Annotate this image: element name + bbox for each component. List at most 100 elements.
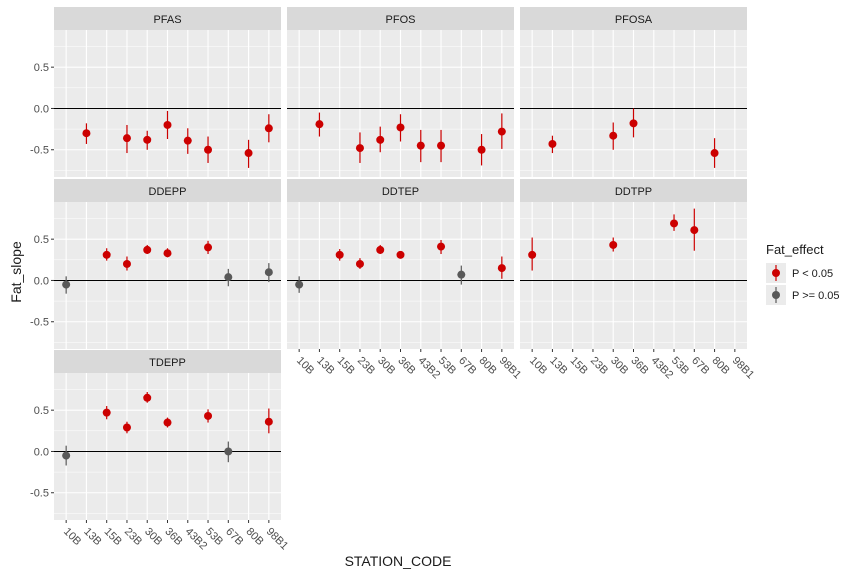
data-point-ddtep-30b	[376, 244, 385, 255]
x-tick-label: 43B2	[183, 526, 210, 553]
point-marker	[295, 280, 304, 289]
point-marker	[497, 127, 506, 136]
legend-key-marker	[772, 269, 780, 277]
x-tick-label: 80B	[476, 355, 498, 377]
x-tick-label: 67B	[456, 355, 478, 377]
data-point-ddepp-67b	[224, 268, 233, 287]
facet-strip-tdepp	[54, 350, 281, 373]
data-point-ddtpp-67b	[690, 208, 699, 251]
x-tick-label: 67B	[689, 355, 711, 377]
facet-strip-ddtep	[287, 179, 514, 202]
data-point-tdepp-98b1	[264, 408, 273, 434]
data-point-tdepp-30b	[143, 391, 152, 403]
data-point-ddtep-53b	[437, 239, 446, 255]
data-point-ddtep-67b	[457, 265, 466, 285]
data-point-pfas-80b	[244, 139, 253, 168]
data-point-ddepp-36b	[163, 248, 172, 258]
point-marker	[82, 129, 91, 138]
data-point-pfosa-36b	[629, 108, 638, 138]
data-point-tdepp-36b	[163, 417, 172, 428]
point-marker	[102, 250, 111, 259]
data-point-ddtep-98b1	[497, 256, 506, 279]
facet-label-ddtpp: DDTPP	[615, 186, 652, 198]
x-tick-label: 13B	[547, 355, 569, 377]
facet-pfas: PFAS -0.5 0.0 0.5	[30, 7, 281, 177]
facet-label-ddepp: DDEPP	[149, 186, 187, 198]
facet-strip-ddtpp	[520, 179, 747, 202]
data-point-pfas-30b	[143, 130, 152, 150]
data-point-ddtpp-30b	[609, 237, 618, 252]
point-marker	[204, 411, 213, 420]
x-tick-label: 80B	[709, 355, 731, 377]
point-marker	[143, 135, 152, 144]
data-point-ddtep-36b	[396, 250, 405, 259]
point-marker	[355, 144, 364, 153]
legend-key-p-0-05: P >= 0.05	[766, 285, 840, 305]
data-point-tdepp-53b	[204, 409, 213, 423]
point-marker	[437, 242, 446, 251]
data-point-pfas-43b2	[183, 128, 192, 154]
facet-label-ddtep: DDTEP	[382, 186, 419, 198]
data-point-ddepp-15b	[102, 248, 111, 261]
point-marker	[122, 259, 131, 268]
point-marker	[62, 451, 71, 460]
point-marker	[163, 249, 172, 258]
x-tick-label: 98B1	[264, 526, 291, 553]
x-tick-label: 43B2	[416, 355, 443, 382]
point-marker	[143, 245, 152, 254]
y-tick-label: 0.0	[34, 446, 49, 458]
point-marker	[548, 139, 557, 148]
point-marker	[710, 149, 719, 158]
data-point-pfosa-30b	[609, 122, 618, 150]
legend-label: P >= 0.05	[792, 290, 840, 302]
legend-label: P < 0.05	[792, 268, 833, 280]
x-tick-label: 10B	[61, 526, 83, 548]
facet-strip-ddepp	[54, 179, 281, 202]
point-marker	[122, 134, 131, 143]
data-point-ddepp-10b	[62, 276, 71, 294]
data-point-pfos-36b	[396, 114, 405, 142]
point-marker	[629, 119, 638, 128]
data-point-pfos-53b	[437, 129, 446, 163]
facet-tdepp: TDEPP-0.50.00.510B13B15B23B30B36B43B253B…	[30, 350, 290, 552]
point-marker	[376, 135, 385, 144]
point-marker	[264, 417, 273, 426]
point-marker	[163, 120, 172, 129]
data-point-tdepp-67b	[224, 441, 233, 463]
data-point-ddepp-30b	[143, 244, 152, 255]
facet-pfos: PFOS	[287, 7, 514, 177]
facet-label-pfos: PFOS	[386, 14, 416, 26]
point-marker	[62, 280, 71, 289]
data-point-pfas-98b1	[264, 114, 273, 143]
point-marker	[690, 226, 699, 235]
y-axis-title: Fat_slope	[8, 241, 24, 303]
x-axis-title: STATION_CODE	[345, 553, 452, 569]
point-marker	[102, 408, 111, 417]
point-marker	[670, 219, 679, 228]
facet-label-tdepp: TDEPP	[149, 357, 186, 369]
x-tick-label: 43B2	[649, 355, 676, 382]
data-point-pfos-30b	[376, 126, 385, 153]
facet-pfosa: PFOSA	[520, 7, 747, 177]
x-tick-label: 30B	[142, 526, 164, 548]
data-point-ddtpp-10b	[528, 237, 537, 271]
point-marker	[528, 250, 537, 259]
x-tick-label: 13B	[314, 355, 336, 377]
data-point-tdepp-15b	[102, 406, 111, 420]
point-marker	[477, 145, 486, 154]
facet-strip-pfos	[287, 7, 514, 30]
y-tick-label: 0.5	[34, 234, 49, 246]
data-point-ddtep-15b	[335, 249, 344, 261]
x-tick-label: 10B	[294, 355, 316, 377]
point-marker	[376, 245, 385, 254]
data-point-tdepp-23b	[122, 421, 131, 434]
point-marker	[163, 418, 172, 427]
data-point-ddtpp-53b	[670, 214, 679, 231]
x-tick-label: 13B	[81, 526, 103, 548]
legend: Fat_effect P < 0.05 P >= 0.05	[766, 242, 840, 305]
x-tick-label: 98B1	[730, 355, 757, 382]
data-point-pfos-13b	[315, 112, 324, 137]
x-tick-label: 10B	[527, 355, 549, 377]
point-marker	[183, 136, 192, 145]
facet-ddepp: DDEPP -0.5 0.0 0.5	[30, 179, 281, 349]
